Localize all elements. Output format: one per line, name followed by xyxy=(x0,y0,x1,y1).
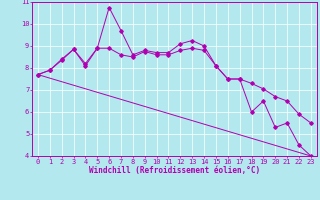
X-axis label: Windchill (Refroidissement éolien,°C): Windchill (Refroidissement éolien,°C) xyxy=(89,166,260,175)
